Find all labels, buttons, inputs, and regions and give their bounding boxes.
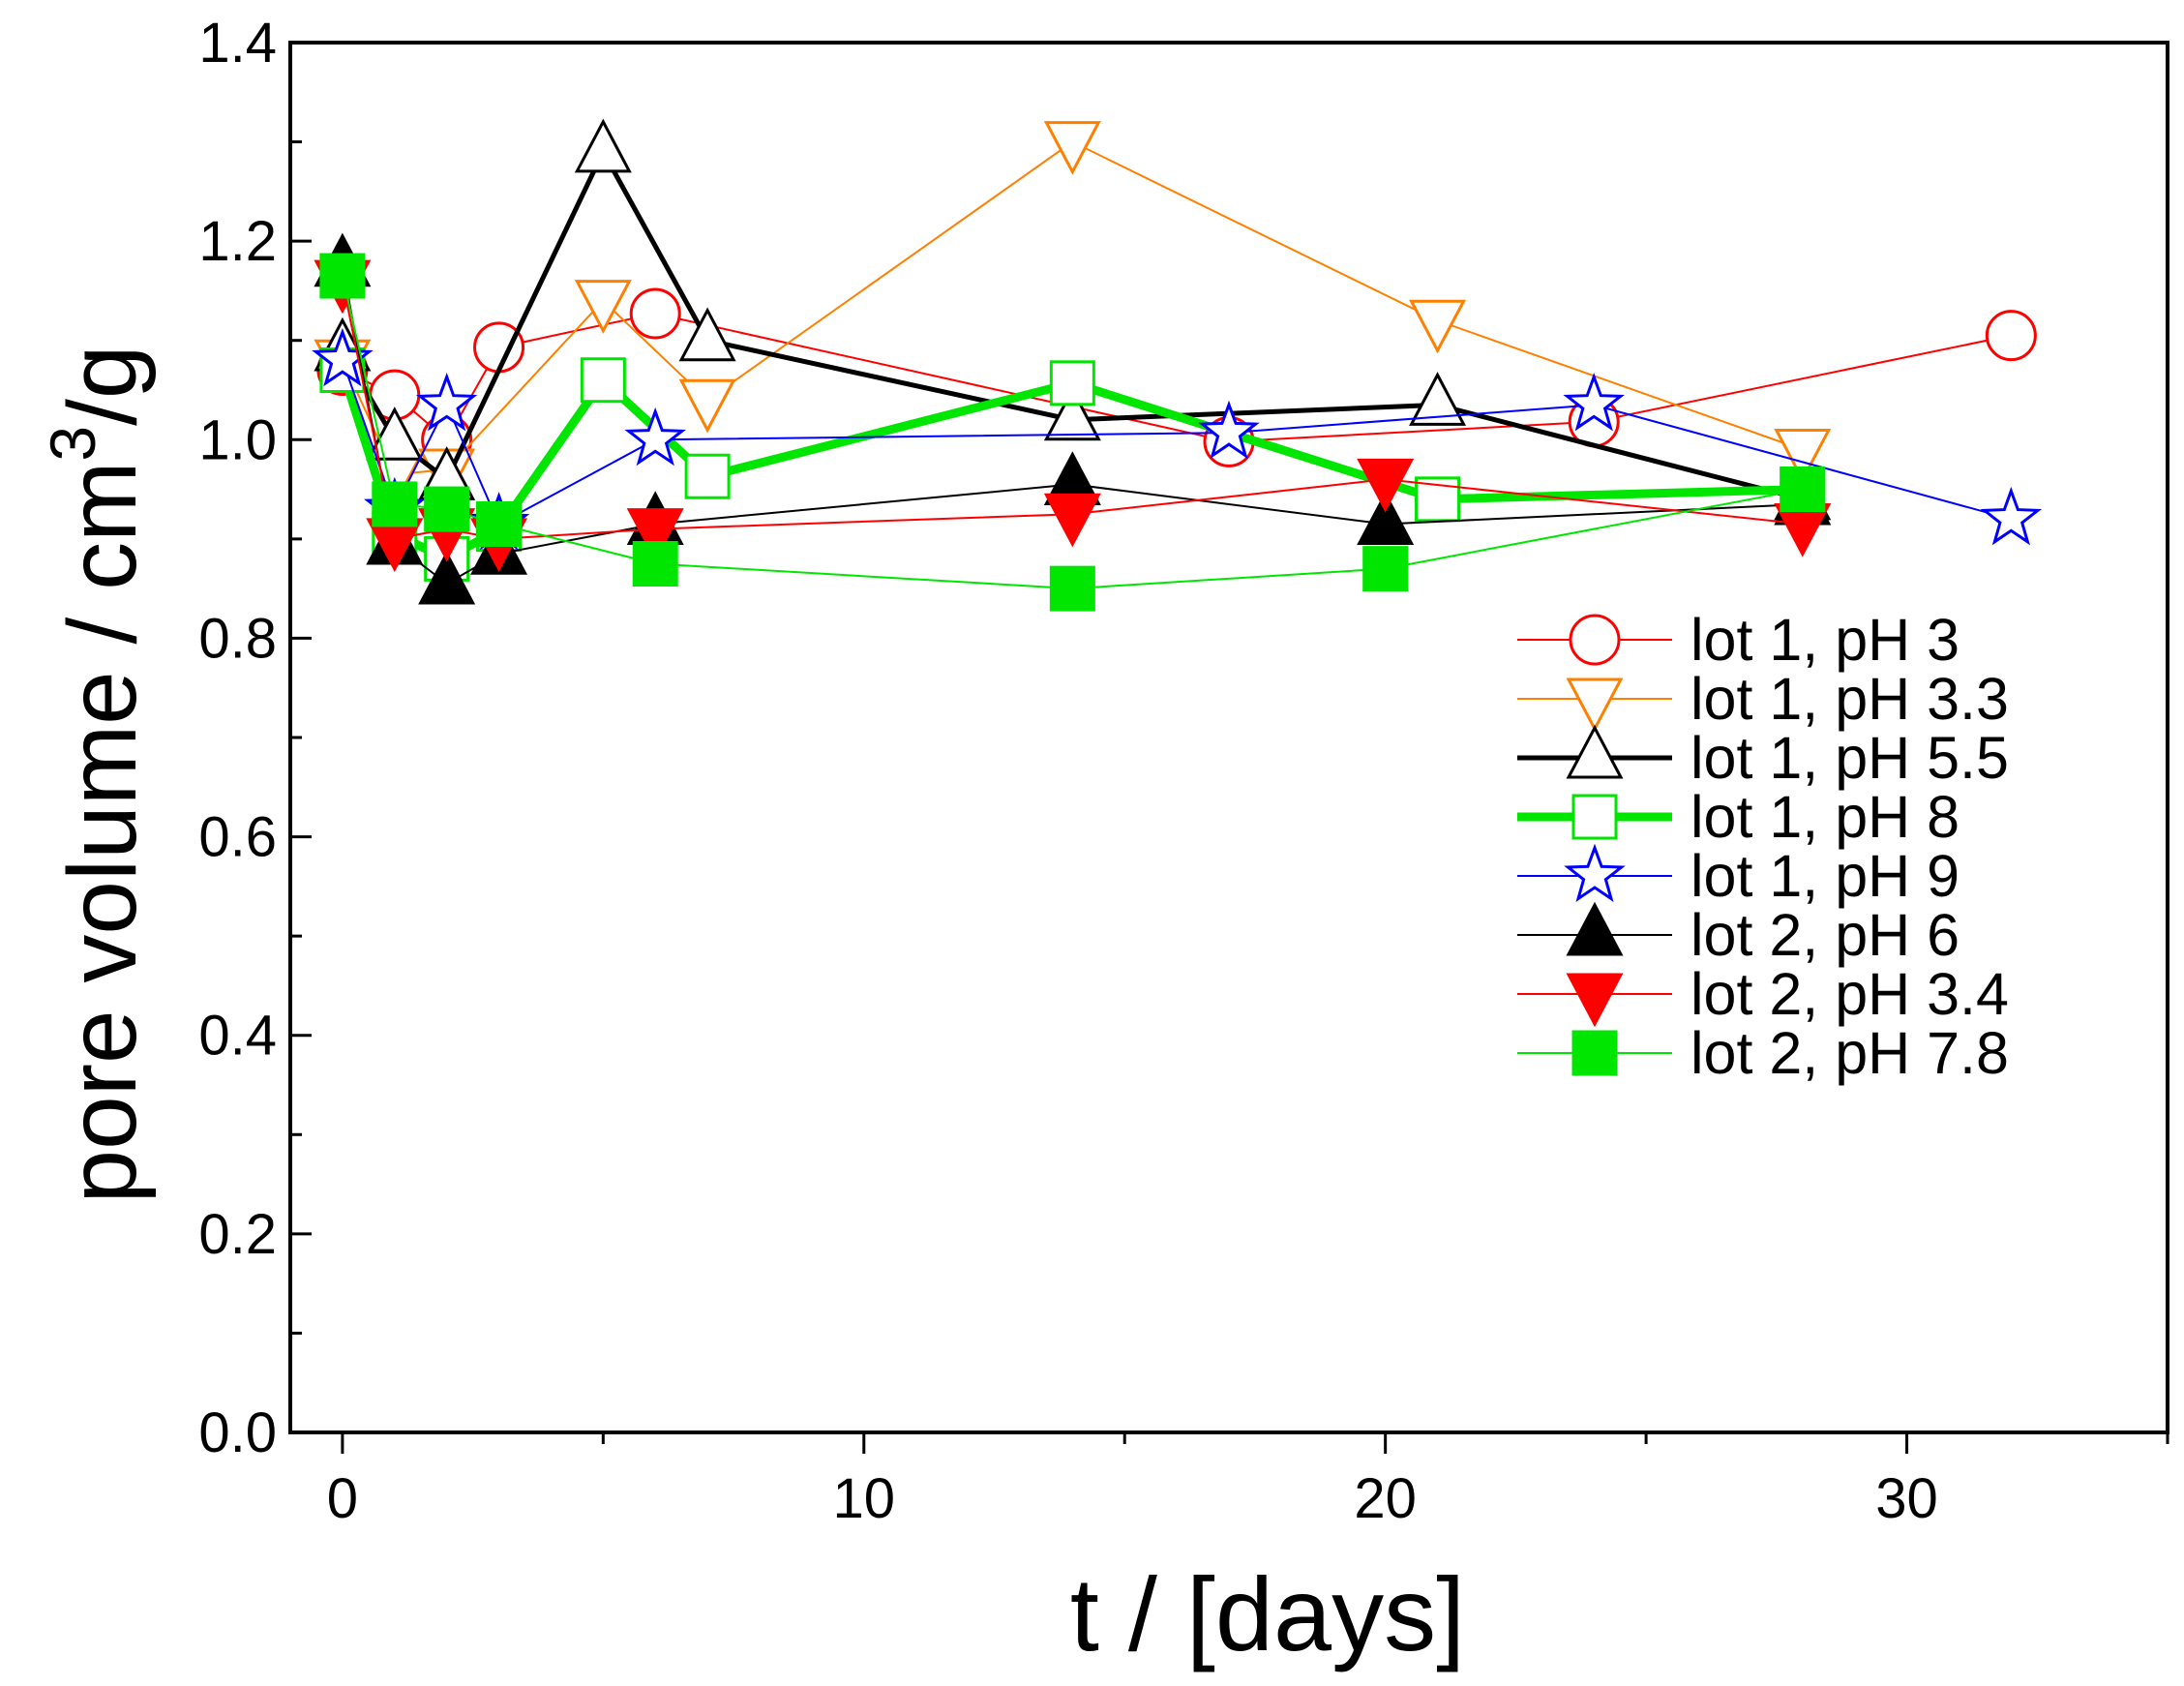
y-axis-title-superscript: 3: [37, 426, 108, 462]
plot-frame-layer: [288, 41, 2169, 1434]
data-point: [1774, 502, 1832, 557]
data-point: [574, 118, 632, 173]
y-tick-label: 1.4: [198, 12, 277, 75]
legend-label: lot 2, pH 7.8: [1690, 1020, 2009, 1086]
data-point: [415, 373, 478, 432]
x-axis-title: t / [days]: [1070, 1555, 1465, 1672]
legend-marker: [1569, 614, 1621, 666]
x-tick-label: 20: [1354, 1467, 1417, 1530]
data-point: [1409, 372, 1467, 426]
legend-label: lot 1, pH 5.5: [1690, 725, 2009, 791]
y-tick-label: 1.2: [198, 210, 277, 273]
legend-item: lot 1, pH 8: [1517, 784, 1960, 850]
y-axis-title-suffix: /g: [48, 345, 157, 425]
legend-item: lot 1, pH 9: [1517, 843, 1960, 909]
x-tick-label: 0: [327, 1467, 358, 1530]
data-point: [1049, 360, 1095, 406]
legend-marker: [1571, 794, 1618, 840]
legend-marker: [1566, 724, 1624, 779]
data-point: [1362, 546, 1409, 592]
data-point: [1357, 458, 1415, 513]
series-6: [314, 259, 1832, 573]
legend-label: lot 1, pH 3: [1690, 607, 1960, 673]
data-point: [678, 378, 736, 434]
data-point: [574, 280, 632, 334]
legend-item: lot 1, pH 5.5: [1517, 724, 2009, 791]
legend-item: lot 1, pH 3: [1517, 607, 1960, 673]
y-tick-label: 1.0: [198, 408, 277, 471]
data-point: [624, 406, 686, 467]
series-layer: [312, 118, 2043, 612]
plot-frame: [288, 41, 2169, 1434]
y-tick-label: 0.6: [198, 806, 277, 869]
data-point: [1980, 486, 2043, 546]
data-point: [626, 508, 684, 562]
x-tick-label: 10: [833, 1467, 896, 1530]
legend-label: lot 1, pH 8: [1690, 784, 1960, 850]
data-point: [1043, 121, 1101, 175]
data-point: [476, 500, 523, 547]
data-point: [580, 357, 626, 404]
data-point: [372, 481, 418, 527]
data-point: [1780, 467, 1826, 513]
legend-marker: [1564, 843, 1626, 903]
legend-marker: [1571, 1030, 1618, 1076]
y-tick-label: 0.2: [198, 1203, 277, 1266]
series-7: [319, 253, 1826, 612]
legend-label: lot 1, pH 9: [1690, 843, 1960, 909]
data-point: [424, 486, 470, 532]
legend-marker: [1566, 901, 1624, 956]
y-axis-title-main: pore volume / cm: [48, 462, 157, 1204]
data-point: [684, 453, 731, 499]
legend-label: lot 2, pH 3.4: [1690, 961, 2009, 1027]
data-point: [629, 287, 681, 340]
legend-marker: [1566, 973, 1624, 1028]
y-axis-title: pore volume / cm3/g: [37, 345, 157, 1203]
data-point: [1357, 491, 1415, 545]
data-point: [678, 307, 736, 362]
data-point: [1043, 386, 1101, 441]
legend-item: lot 2, pH 6: [1517, 901, 1960, 968]
data-point: [1985, 310, 2037, 362]
data-point: [1409, 299, 1467, 354]
x-tick-label: 30: [1875, 1467, 1938, 1530]
legend-item: lot 2, pH 7.8: [1517, 1020, 2009, 1086]
data-point: [312, 327, 374, 387]
data-point: [632, 541, 678, 587]
legend-marker: [1566, 677, 1624, 733]
data-point: [1049, 565, 1095, 612]
data-point: [319, 253, 366, 299]
data-point: [1563, 373, 1625, 432]
legend-item: lot 1, pH 3.3: [1517, 666, 2009, 733]
legend-label: lot 1, pH 3.3: [1690, 666, 2009, 732]
y-tick-label: 0.4: [198, 1005, 277, 1068]
axes-layer: 0.0 0.2 0.4 0.6 0.8 1.0 1.2 1.4 0 10 20 30 t / [days…: [37, 12, 2169, 1672]
data-point: [1774, 429, 1832, 483]
data-point: [1043, 493, 1101, 548]
y-tick-label: 0.0: [198, 1401, 277, 1464]
data-point: [1198, 400, 1260, 460]
series-0: [316, 287, 2037, 467]
data-point: [418, 550, 476, 605]
y-tick-label: 0.8: [198, 607, 277, 670]
legend-item: lot 2, pH 3.4: [1517, 961, 2009, 1028]
legend-label: lot 2, pH 6: [1690, 902, 1960, 968]
